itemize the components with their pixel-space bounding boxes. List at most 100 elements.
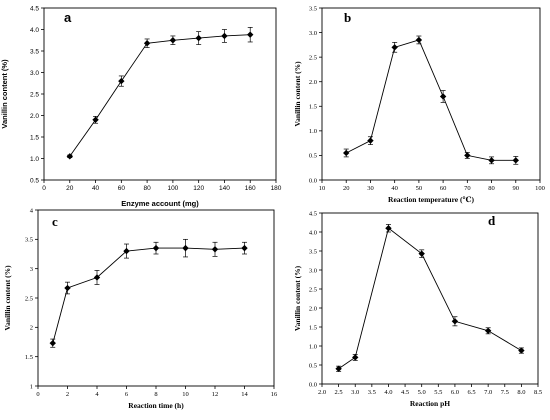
data-point [418, 250, 425, 257]
x-tick-label: 4.0 [384, 389, 392, 396]
y-tick-label: 3.5 [309, 248, 317, 255]
y-tick-label: 4.0 [30, 27, 39, 34]
x-tick-label: 100 [535, 185, 545, 192]
data-point [484, 327, 492, 334]
y-tick-label: 3.0 [30, 70, 39, 77]
y-tick-label: 2.0 [309, 305, 317, 312]
series-line [338, 227, 522, 370]
y-tick-label: 2.5 [309, 54, 317, 61]
y-tick-label: 2.0 [30, 113, 39, 120]
y-tick-label: 3.5 [25, 237, 33, 244]
x-tick-label: 40 [92, 185, 100, 192]
panel-letter: c [52, 214, 58, 229]
y-tick-label: 0.5 [309, 153, 317, 160]
y-tick-label: 1.5 [309, 104, 317, 111]
x-tick-label: 100 [167, 185, 178, 192]
series-line [345, 39, 516, 161]
data-point [182, 244, 189, 252]
data-point [143, 40, 151, 47]
y-tick-label: 1 [30, 383, 33, 390]
x-tick-label: 60 [118, 185, 126, 192]
data-point [64, 284, 71, 292]
x-tick-label: 70 [464, 185, 471, 192]
data-point [118, 77, 125, 85]
x-axis-label: Reaction pH [410, 399, 450, 408]
y-axis-label: Vanillin content (%) [293, 265, 302, 331]
y-tick-label: 3 [30, 266, 33, 273]
y-tick-label: 0.0 [309, 177, 317, 184]
data-point [195, 34, 202, 42]
panel-letter: a [64, 10, 72, 25]
x-axis-label: Reaction temperature (℃) [388, 195, 474, 204]
panel-a: 0 20 40 60 80 100 120 140 160 180 0.5 1.0 1.5 2.0 2.5 3… [0, 5, 282, 208]
y-axis-label: Vanillin content (%) [3, 265, 12, 331]
x-tick-label: 8.0 [517, 389, 525, 396]
y-tick-label: 4.5 [30, 5, 39, 12]
x-tick-label: 10 [182, 391, 189, 398]
x-tick-label: 8 [154, 391, 157, 398]
data-point [391, 44, 398, 51]
x-tick-label: 3.0 [351, 389, 359, 396]
y-tick-label: 0.5 [30, 177, 39, 184]
x-tick-label: 2.0 [318, 389, 326, 396]
x-tick-label: 6.5 [467, 389, 475, 396]
x-tick-label: 12 [212, 391, 219, 398]
x-tick-label: 6.0 [451, 389, 459, 396]
x-tick-label: 14 [241, 391, 248, 398]
x-tick-label: 5.5 [434, 389, 442, 396]
y-tick-label: 1.5 [30, 134, 39, 141]
plot-frame [43, 7, 277, 181]
panel-c: 0 2 4 6 8 10 12 14 16 1 1.5 2 2.5 3 3.5 4 Reaction time … [3, 207, 278, 410]
x-tick-label: 2.5 [335, 389, 343, 396]
x-tick-label: 7.5 [501, 389, 509, 396]
data-point [464, 152, 471, 159]
y-tick-label: 1.0 [309, 343, 317, 350]
data-point [518, 347, 525, 354]
data-point [352, 354, 359, 361]
data-point [367, 137, 374, 144]
y-tick-label: 2.5 [30, 91, 39, 98]
series-line [52, 247, 245, 344]
y-axis-label: Vanillin content (%) [293, 61, 302, 127]
x-tick-label: 5.0 [418, 389, 426, 396]
y-tick-label: 2.5 [309, 286, 317, 293]
data-point [169, 37, 177, 44]
x-tick-label: 160 [245, 185, 256, 192]
y-tick-label: 2.0 [309, 79, 317, 86]
x-tick-label: 140 [219, 185, 230, 192]
y-tick-label: 4.0 [309, 229, 317, 236]
x-tick-label: 10 [319, 185, 326, 192]
y-tick-label: 1.5 [25, 354, 33, 361]
x-tick-label: 3.5 [368, 389, 376, 396]
y-tick-label: 3.0 [309, 30, 317, 37]
y-tick-label: 4.5 [309, 210, 317, 217]
panel-d: 2.0 2.5 3.0 3.5 4.0 4.5 5.0 5.5 6.0 6.5 7.0 7.5 8.0 8… [293, 210, 542, 408]
data-point [92, 116, 99, 123]
y-tick-label: 1.5 [309, 324, 317, 331]
panel-letter: d [488, 213, 496, 228]
data-point [512, 157, 519, 164]
x-tick-label: 30 [367, 185, 374, 192]
x-tick-label: 180 [271, 185, 282, 192]
data-point [439, 93, 447, 100]
data-point [451, 318, 459, 325]
x-tick-label: 0 [36, 391, 39, 398]
data-point [335, 365, 342, 372]
y-tick-label: 4 [30, 207, 34, 214]
data-point [343, 149, 350, 157]
y-tick-label: 0.5 [309, 362, 317, 369]
data-point [123, 247, 130, 255]
x-tick-label: 50 [416, 185, 423, 192]
panel-b: 10 20 30 40 50 60 70 80 90 100 0.0 0.5 1.0 1.5 2.0 2.5 3… [293, 5, 545, 204]
y-tick-label: 2 [30, 325, 33, 332]
y-tick-label: 1.0 [30, 156, 39, 163]
y-tick-label: 3.5 [30, 48, 39, 55]
data-point [241, 244, 248, 252]
x-tick-label: 20 [66, 185, 74, 192]
x-tick-label: 2 [66, 391, 69, 398]
plot-frame [321, 7, 541, 181]
data-point [247, 31, 254, 38]
x-tick-label: 7.0 [484, 389, 492, 396]
